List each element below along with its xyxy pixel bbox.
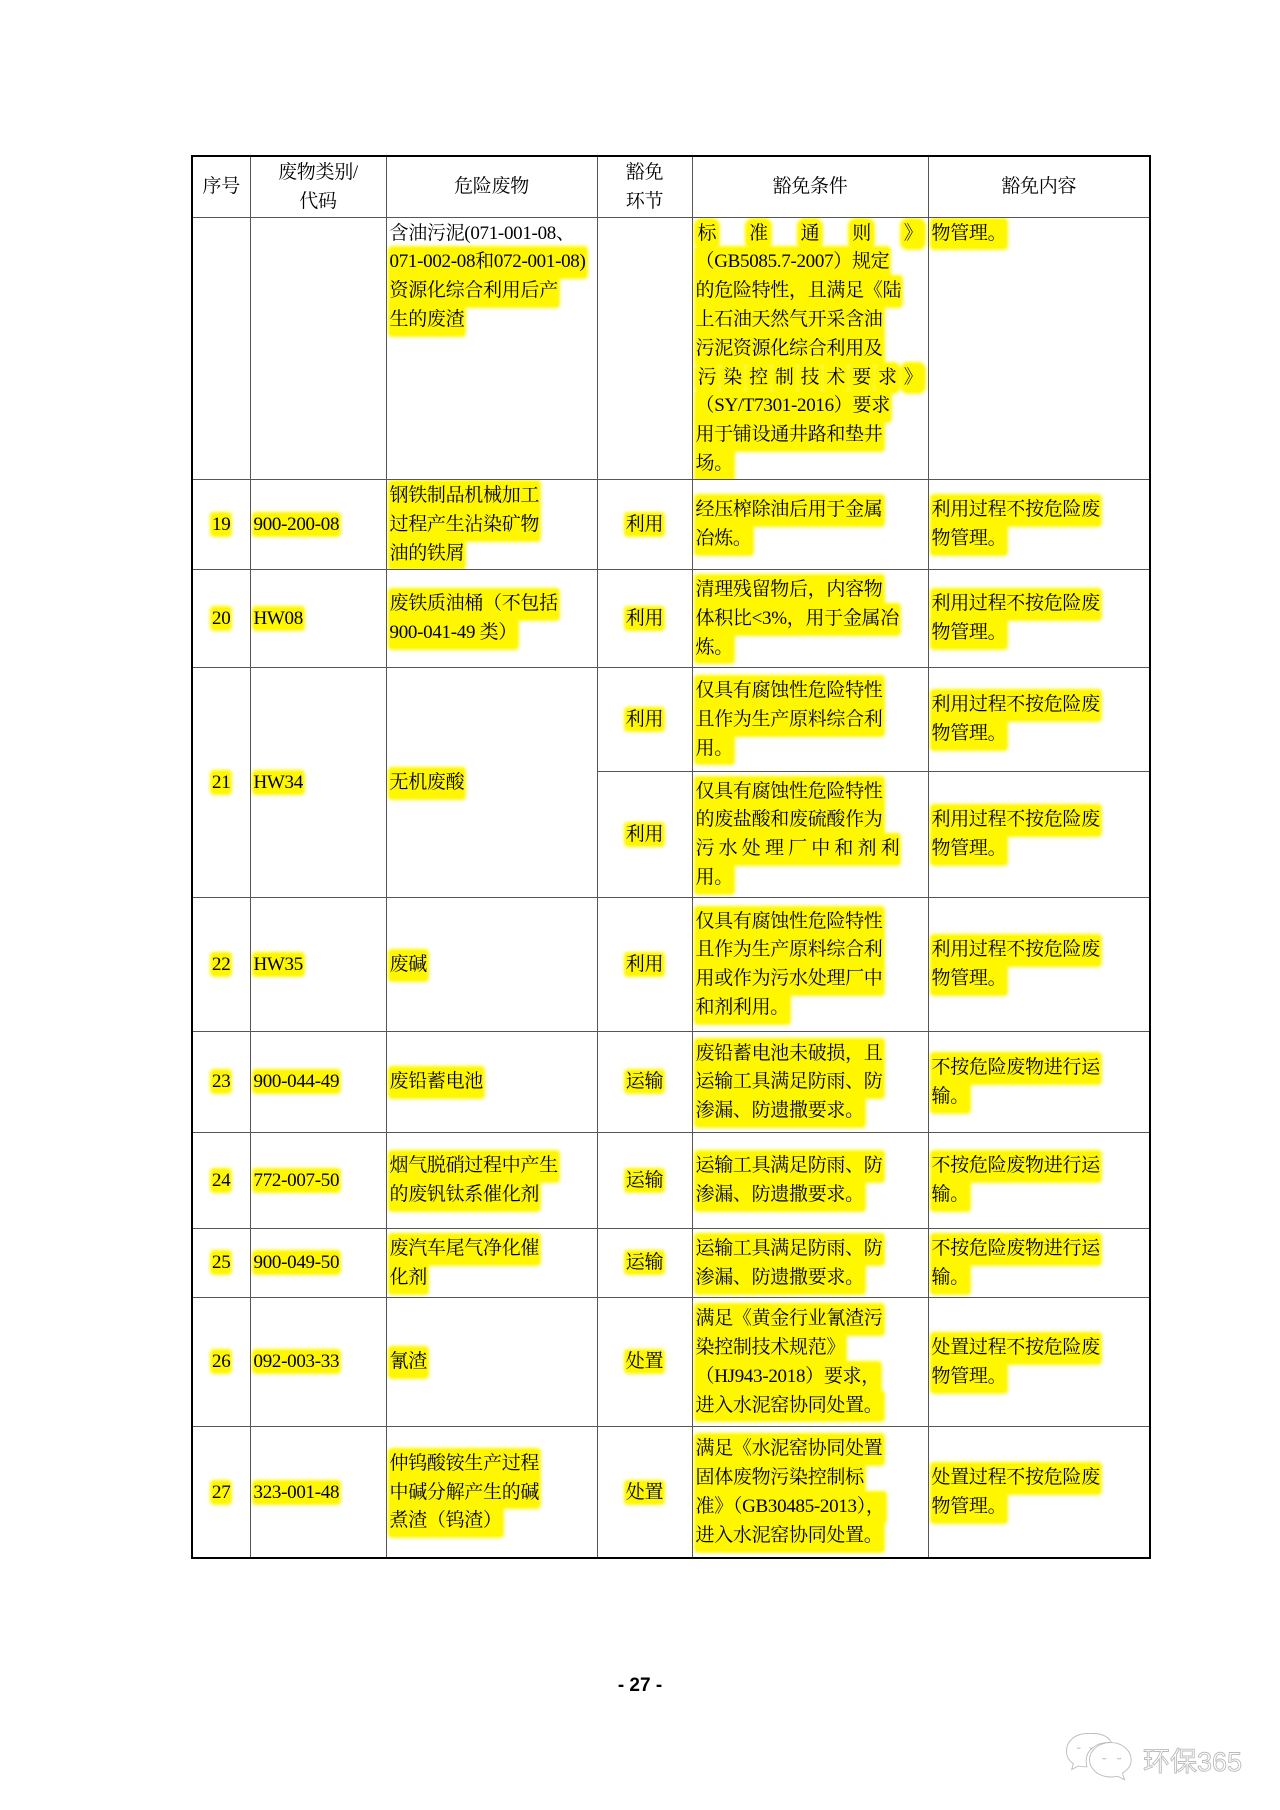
svg-text:环保365: 环保365 (1143, 1747, 1242, 1777)
